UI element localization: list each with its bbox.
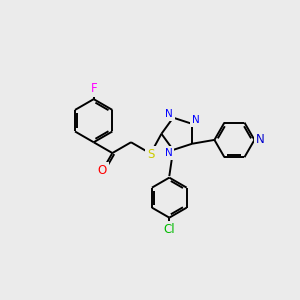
Text: N: N <box>165 148 172 158</box>
Text: S: S <box>148 148 155 161</box>
Text: F: F <box>90 82 97 95</box>
Text: O: O <box>98 164 107 177</box>
Text: N: N <box>256 134 265 146</box>
Text: N: N <box>165 109 173 119</box>
Text: N: N <box>192 115 200 125</box>
Text: Cl: Cl <box>164 223 175 236</box>
